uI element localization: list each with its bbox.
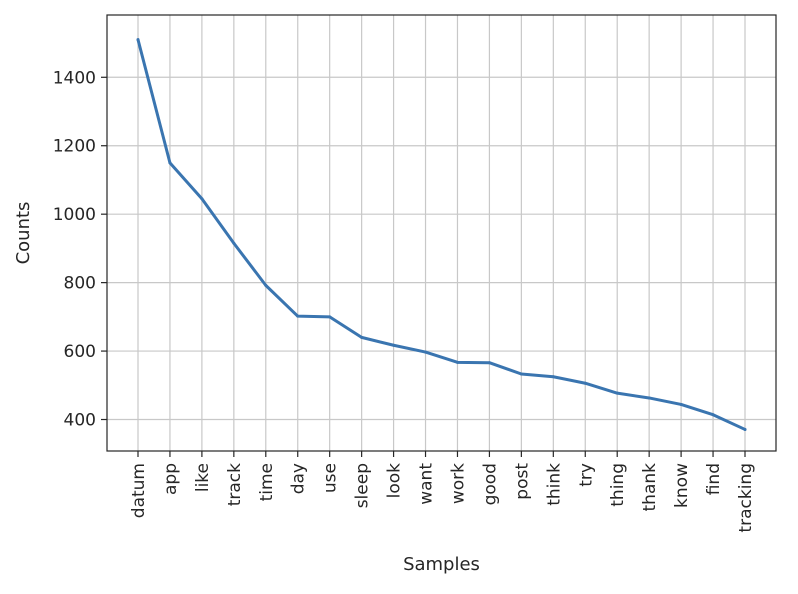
data-point	[200, 197, 204, 201]
x-tick-label: good	[480, 463, 500, 505]
y-tick-label: 1400	[53, 68, 96, 88]
data-point	[487, 361, 491, 365]
y-tick-label: 800	[64, 274, 96, 294]
x-axis: datum app like track time day use sleep look want…	[129, 451, 756, 533]
data-point	[551, 375, 555, 379]
data-point	[296, 314, 300, 318]
data-point	[743, 427, 747, 431]
data-point	[168, 161, 172, 165]
x-tick-label: look	[385, 463, 405, 499]
data-point	[232, 241, 236, 245]
y-tick-label: 1000	[53, 205, 96, 225]
x-tick-label: datum	[129, 463, 149, 518]
data-points	[136, 38, 747, 431]
x-tick-label: time	[257, 463, 277, 501]
x-tick-label: work	[448, 463, 468, 504]
x-tick-label: track	[225, 463, 245, 506]
data-point	[647, 396, 651, 400]
x-tick-label: day	[289, 463, 309, 494]
data-point	[360, 335, 364, 339]
data-point	[615, 391, 619, 395]
x-tick-label: thank	[640, 463, 660, 512]
data-point	[679, 402, 683, 406]
x-axis-label: Samples	[403, 554, 480, 575]
x-tick-label: want	[417, 463, 437, 505]
x-tick-label: know	[672, 463, 692, 508]
x-tick-label: app	[161, 463, 181, 495]
data-point	[136, 38, 140, 42]
x-tick-label: try	[576, 463, 596, 487]
x-tick-label: use	[321, 463, 341, 493]
y-tick-label: 600	[64, 342, 96, 362]
y-tick-label: 1200	[53, 137, 96, 157]
data-point	[392, 343, 396, 347]
data-point	[455, 360, 459, 364]
y-axis-label: Counts	[13, 202, 34, 265]
data-point	[424, 350, 428, 354]
x-tick-label: sleep	[353, 463, 373, 508]
y-tick-label: 400	[64, 411, 96, 431]
x-tick-label: tracking	[736, 463, 756, 533]
data-point	[519, 372, 523, 376]
x-tick-label: find	[704, 463, 724, 495]
data-point	[711, 413, 715, 417]
grid-lines	[107, 15, 776, 451]
x-tick-label: thing	[608, 463, 628, 507]
x-tick-label: like	[193, 463, 213, 492]
x-tick-label: think	[544, 463, 564, 506]
data-point	[264, 283, 268, 287]
x-tick-label: post	[512, 463, 532, 500]
plot-frame	[106, 14, 777, 452]
series-line	[136, 38, 747, 431]
data-point	[328, 315, 332, 319]
y-axis: 400 600 800 1000 1200 1400	[53, 68, 107, 431]
data-point	[583, 381, 587, 385]
